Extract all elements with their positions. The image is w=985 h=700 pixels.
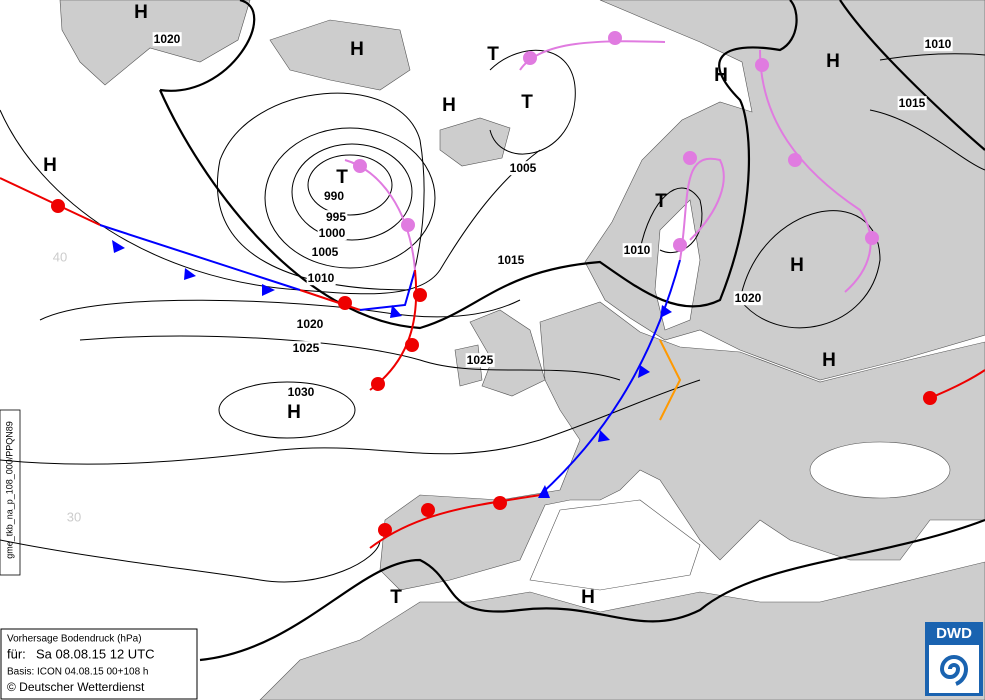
label-bg — [897, 96, 927, 111]
label-bg — [508, 161, 538, 176]
isobar-label: 1005 — [510, 161, 537, 175]
labels: 1020 1010 1015 990 995 1000 1005 1010 1015 1010 10… — [43, 2, 953, 608]
pressure-center: H — [287, 402, 301, 423]
label-bg — [496, 253, 526, 268]
legend-title: Vorhersage Bodendruck (hPa) — [7, 634, 142, 645]
latitude-label: 30 — [67, 509, 81, 524]
pressure-center: H — [822, 350, 836, 371]
logo-text: DWD — [936, 625, 972, 642]
product-id: gme_tkb_na_p_108_000/PPQN89 — [4, 421, 14, 559]
legend-box: Vorhersage Bodendruck (hPa) für: Sa 08.0… — [0, 628, 198, 700]
isobar-label: 1000 — [319, 226, 346, 240]
logo-swirl — [939, 655, 969, 686]
isobar-label: 1020 — [735, 291, 762, 305]
isobar-label: 1030 — [288, 385, 315, 399]
label-bg — [324, 210, 348, 225]
label-bg — [291, 341, 321, 356]
isobars — [0, 0, 985, 662]
isobar-label: 1020 — [154, 32, 181, 46]
pressure-center: H — [43, 155, 57, 176]
isobar-label: 1010 — [624, 243, 651, 257]
isobar-label: 1020 — [297, 317, 324, 331]
pressure-center: H — [134, 2, 148, 23]
product-id-frame — [0, 409, 21, 576]
pressure-center: T — [487, 44, 499, 65]
pressure-center: H — [581, 587, 595, 608]
label-bg — [322, 189, 346, 204]
isobar-label: 990 — [324, 189, 344, 203]
label-bg — [923, 37, 953, 52]
seas — [529, 199, 951, 591]
pressure-center: H — [714, 65, 728, 86]
legend-copyright: © Deutscher Wetterdienst — [7, 680, 145, 694]
label-bg — [733, 291, 763, 306]
pressure-center: T — [655, 191, 667, 212]
label-bg — [622, 243, 652, 258]
isobar-label: 1025 — [293, 341, 320, 355]
logo-panel — [929, 645, 979, 693]
label-bg — [152, 32, 182, 47]
label-bg — [306, 271, 336, 286]
legend-valid: Sa 08.08.15 12 UTC — [36, 646, 155, 661]
pressure-center: H — [826, 51, 840, 72]
legend-for: für: — [7, 646, 26, 661]
isobar-label: 1010 — [308, 271, 335, 285]
isobar-label: 1025 — [467, 353, 494, 367]
label-bg — [310, 245, 340, 260]
pressure-center: H — [350, 39, 364, 60]
pressure-center: H — [442, 95, 456, 116]
legend-basis: Basis: ICON 04.08.15 00+108 h — [7, 667, 148, 678]
pressure-center: T — [521, 92, 533, 113]
dwd-logo: DWD — [925, 622, 983, 696]
isobar-label: 1005 — [312, 245, 339, 259]
isobar-label: 995 — [326, 210, 346, 224]
pressure-center: T — [390, 587, 402, 608]
label-bg — [295, 317, 325, 332]
pressure-center: H — [790, 255, 804, 276]
isobar-label: 1015 — [498, 253, 525, 267]
isobar-label: 1010 — [925, 37, 952, 51]
label-bg — [317, 226, 347, 241]
front-symbols — [51, 31, 937, 537]
label-bg — [465, 353, 495, 368]
latitude-label: 40 — [53, 249, 67, 264]
label-bg — [286, 385, 316, 400]
isobar-label: 1015 — [899, 96, 926, 110]
pressure-center: T — [336, 167, 348, 188]
legend-frame — [0, 628, 198, 700]
